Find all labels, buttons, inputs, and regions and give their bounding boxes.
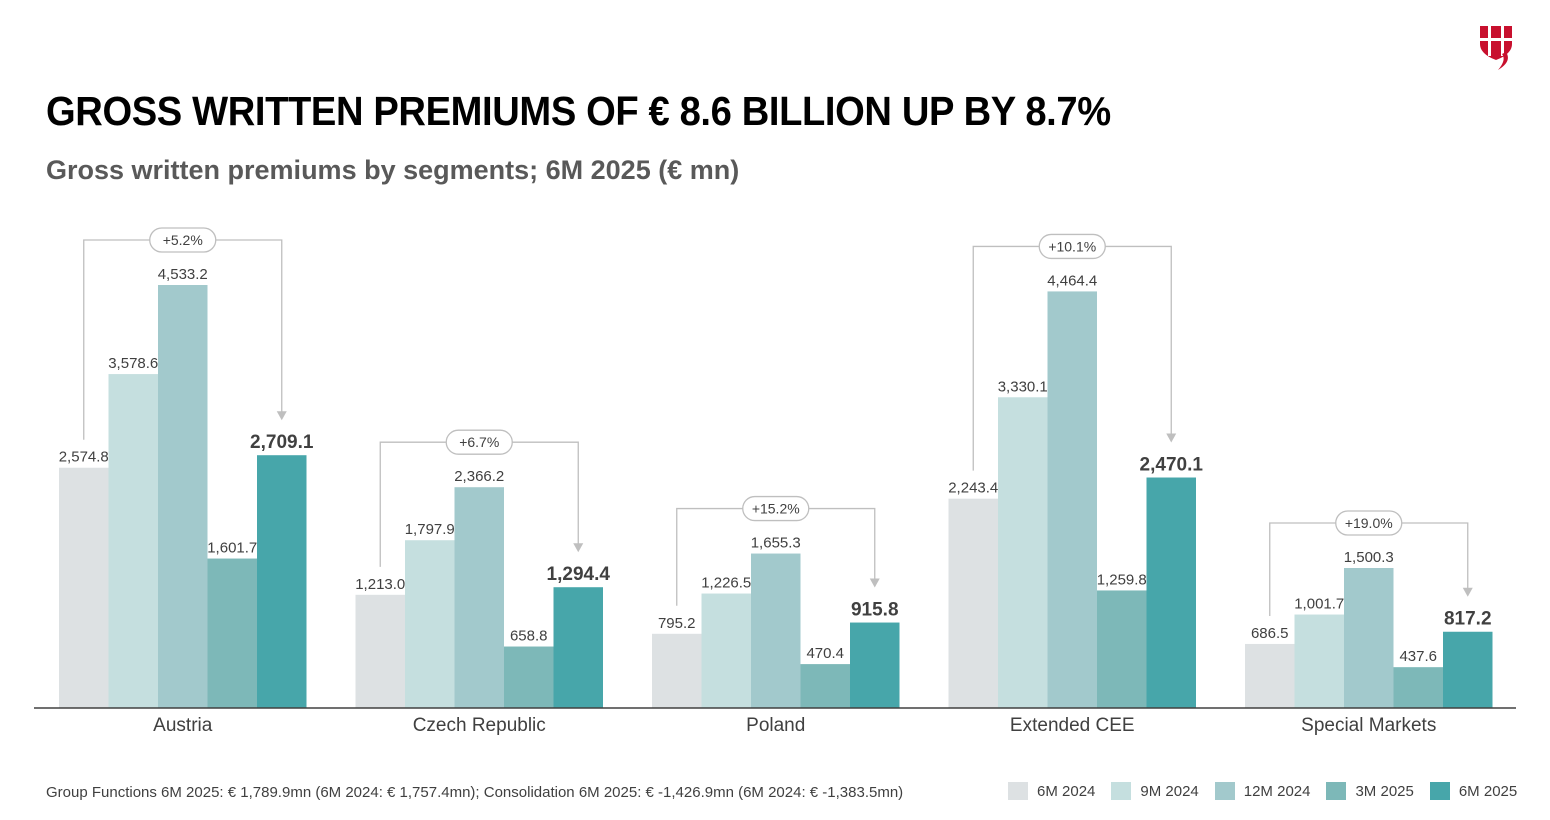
bar-group-extended-cee: 2,243.4 3,330.1 4,464.4 1,259.8 2,470.1 +10.1… xyxy=(948,233,1204,736)
bar xyxy=(108,374,158,708)
bar xyxy=(59,467,109,708)
bar xyxy=(1294,614,1344,708)
bar xyxy=(454,487,504,708)
data-label: 2,709.1 xyxy=(250,432,314,453)
chart-legend: 6M 2024 9M 2024 12M 2024 3M 2025 6M 2025 xyxy=(1000,782,1525,800)
growth-label: +6.7% xyxy=(459,434,499,450)
bar-chart: 2,574.8 3,578.6 4,533.2 1,601.7 2,709.1 +5.2%… xyxy=(34,227,1516,736)
data-label: 4,464.4 xyxy=(1047,272,1097,289)
data-label: 437.6 xyxy=(1399,648,1437,665)
growth-label: +19.0% xyxy=(1345,515,1393,531)
bar xyxy=(1443,631,1493,708)
bar-group-austria: 2,574.8 3,578.6 4,533.2 1,601.7 2,709.1 +5.2%… xyxy=(59,227,314,736)
growth-arrow-head xyxy=(573,543,584,553)
bar-group-special-markets: 686.5 1,001.7 1,500.3 437.6 817.2 +19.0% Speci… xyxy=(1245,510,1493,736)
bar xyxy=(504,646,554,708)
category-label: Austria xyxy=(153,715,213,736)
data-label: 1,601.7 xyxy=(207,540,257,557)
growth-arrow-head xyxy=(869,578,880,588)
bar xyxy=(1047,291,1097,708)
growth-badge xyxy=(742,495,810,522)
bar xyxy=(701,593,751,708)
bar xyxy=(1245,643,1295,708)
legend-label: 6M 2025 xyxy=(1458,782,1518,800)
growth-badge xyxy=(445,429,513,455)
data-label: 3,330.1 xyxy=(998,378,1048,395)
legend-swatch xyxy=(1326,782,1347,800)
data-label: 1,500.3 xyxy=(1344,549,1394,566)
legend-swatch xyxy=(1111,782,1132,800)
bar xyxy=(1393,667,1443,708)
bar xyxy=(355,594,405,708)
legend-swatch xyxy=(1429,782,1450,800)
bar xyxy=(158,285,208,708)
bar xyxy=(850,622,900,708)
data-label: 470.4 xyxy=(806,645,844,662)
bar xyxy=(553,587,603,708)
category-label: Poland xyxy=(746,715,805,736)
growth-badge xyxy=(1038,233,1106,260)
data-label: 795.2 xyxy=(658,615,696,632)
growth-arrow-head xyxy=(276,411,287,421)
bar xyxy=(998,397,1048,708)
legend-item: 9M 2024 xyxy=(1111,782,1206,800)
shield-logo-icon xyxy=(1480,26,1512,70)
data-label: 658.8 xyxy=(510,628,548,645)
data-label: 1,797.9 xyxy=(405,521,455,538)
footnote: Group Functions 6M 2025: € 1,789.9mn (6M… xyxy=(46,784,904,801)
legend-item: 12M 2024 xyxy=(1214,782,1319,800)
data-label: 817.2 xyxy=(1444,609,1492,630)
category-label: Extended CEE xyxy=(1010,715,1135,736)
bar xyxy=(1146,477,1196,708)
legend-label: 12M 2024 xyxy=(1243,782,1311,800)
data-label: 2,243.4 xyxy=(948,480,998,497)
bar xyxy=(1344,568,1394,708)
growth-label: +15.2% xyxy=(752,501,800,517)
growth-arrow-head xyxy=(1166,433,1177,443)
data-label: 1,001.7 xyxy=(1294,596,1344,613)
growth-label: +5.2% xyxy=(163,232,203,248)
legend-label: 9M 2024 xyxy=(1140,782,1199,800)
growth-arrow-head xyxy=(1462,587,1473,597)
data-label: 4,533.2 xyxy=(158,266,208,283)
data-label: 1,213.0 xyxy=(355,576,405,593)
data-label: 686.5 xyxy=(1251,625,1289,642)
bar xyxy=(751,553,801,708)
data-label: 2,366.2 xyxy=(454,468,504,485)
bar xyxy=(800,664,850,708)
legend-item: 3M 2025 xyxy=(1326,782,1421,800)
bar-group-czech-republic: 1,213.0 1,797.9 2,366.2 658.8 1,294.4 +6.7% Cz… xyxy=(355,429,611,736)
data-label: 1,655.3 xyxy=(751,535,801,552)
category-label: Czech Republic xyxy=(413,715,546,736)
legend-item: 6M 2024 xyxy=(1008,782,1103,800)
data-label: 2,470.1 xyxy=(1140,455,1204,476)
data-label: 1,294.4 xyxy=(547,564,611,585)
bar xyxy=(1097,590,1147,708)
bar xyxy=(207,558,257,708)
data-label: 3,578.6 xyxy=(108,355,158,372)
bar-group-poland: 795.2 1,226.5 1,655.3 470.4 915.8 +15.2% Polan… xyxy=(652,495,900,736)
data-label: 915.8 xyxy=(851,600,899,621)
page-title: GROSS WRITTEN PREMIUMS OF € 8.6 BILLION … xyxy=(46,88,1111,134)
category-label: Special Markets xyxy=(1301,715,1436,736)
legend-label: 3M 2025 xyxy=(1355,782,1414,800)
chart-subtitle: Gross written premiums by segments; 6M 2… xyxy=(46,155,740,185)
bar xyxy=(257,455,307,708)
growth-label: +10.1% xyxy=(1048,238,1096,254)
bar xyxy=(652,633,702,708)
growth-badge xyxy=(149,227,217,253)
data-label: 2,574.8 xyxy=(59,449,109,466)
data-label: 1,226.5 xyxy=(701,575,751,592)
data-label: 1,259.8 xyxy=(1097,571,1147,588)
bar xyxy=(948,498,998,708)
legend-item: 6M 2025 xyxy=(1429,782,1525,800)
bar xyxy=(405,540,455,708)
legend-swatch xyxy=(1008,782,1028,800)
legend-label: 6M 2024 xyxy=(1037,782,1096,800)
legend-swatch xyxy=(1214,782,1235,800)
growth-badge xyxy=(1335,510,1403,536)
